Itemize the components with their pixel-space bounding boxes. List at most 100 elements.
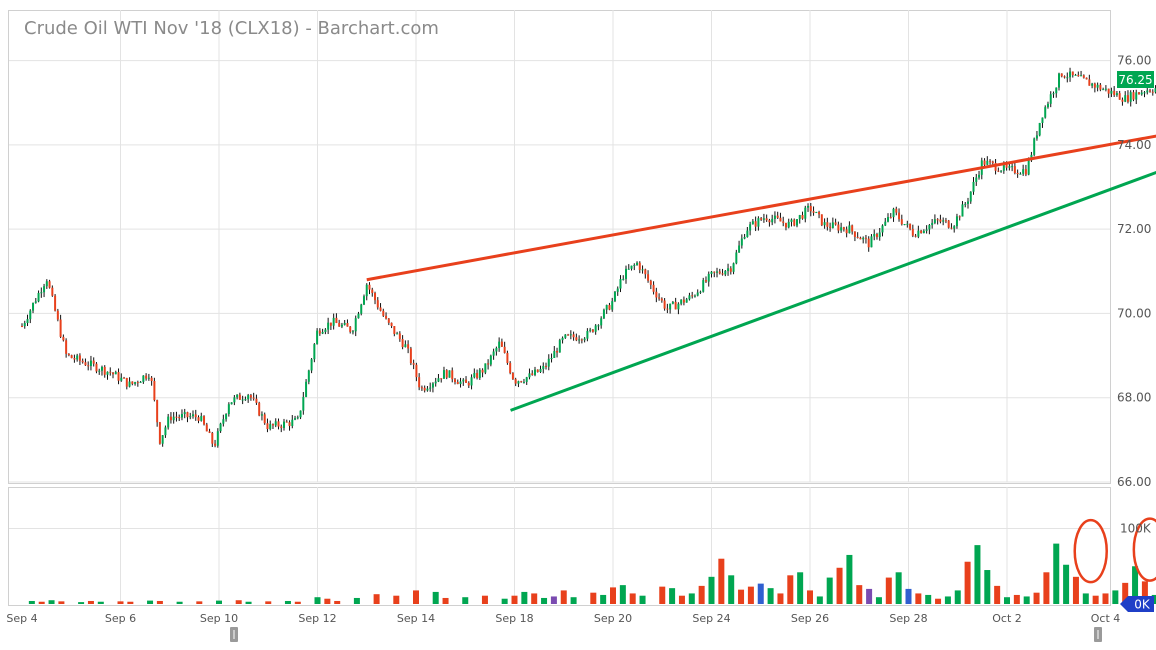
volume-bar [590,592,597,604]
price-y-tick-label: 76.00 [1117,54,1151,68]
price-candle-body [54,295,57,311]
price-candle-body [459,381,462,385]
volume-bar [1013,594,1020,604]
price-candle-body [704,280,707,282]
price-candle-body [98,370,101,372]
volume-bar [531,593,538,604]
x-tick-label: Sep 26 [791,612,829,625]
volume-bar [284,600,291,604]
volume-bar [757,583,764,604]
volume-bar [97,601,104,604]
price-candle-body [56,310,59,320]
price-candle-body [798,215,801,220]
price-candle-body [211,432,214,444]
price-candle-body [222,419,225,424]
price-candle-body [131,381,134,384]
scroll-handle-left[interactable] [230,627,238,642]
volume-bar [245,601,252,604]
price-candle-body [203,416,206,425]
volume-bar [639,595,646,604]
price-candle-body [862,237,865,240]
volume-bar [78,602,85,604]
price-candle-body [43,286,46,293]
volume-bar [866,588,873,604]
price-candle-body [696,292,699,296]
highlight-markers [1073,517,1156,584]
price-candle-body [382,310,385,316]
price-candle-body [569,334,572,336]
price-candle-body [1099,84,1102,90]
price-candle-body [608,305,611,310]
price-candle-body [649,280,652,285]
price-candle-body [754,221,757,227]
price-candle-body [520,381,523,383]
price-candle-body [925,229,928,231]
price-candle-body [647,274,650,281]
price-candle-body [710,271,713,274]
price-y-tick-label: 66.00 [1117,475,1151,489]
price-candle-body [583,338,586,341]
price-candle-body [718,271,721,274]
price-candle-body [387,318,390,323]
price-candle-body [321,331,324,334]
price-candle-body [567,334,570,336]
price-candle-body [746,230,749,238]
volume-highlight-circle [1132,517,1156,582]
price-candle-body [575,337,578,341]
price-candle-body [247,395,250,400]
scroll-handle-right[interactable] [1094,627,1102,642]
price-candle-body [1019,173,1022,175]
volume-bar [797,572,804,604]
price-candle-body [238,394,241,400]
price-candle-body [721,273,724,275]
price-candle-body [920,230,923,234]
price-candle-body [732,263,735,272]
price-candle-body [1044,107,1047,118]
price-candle-body [1074,74,1077,76]
price-candle-body [966,201,969,204]
price-candle-body [393,326,396,334]
price-candle-body [476,372,479,378]
price-candle-body [1066,77,1069,79]
price-candle-body [578,339,581,341]
price-candle-body [845,229,848,234]
price-candle-body [680,299,683,304]
price-candle-body [145,375,148,379]
price-candle-body [1016,173,1019,175]
price-candle-body [191,414,194,417]
price-candle-body [1102,89,1105,91]
price-candle-body [727,268,730,271]
volume-bar [925,594,932,604]
price-candle-body [409,348,412,364]
volume-bar [728,575,735,604]
price-candle-body [175,416,178,418]
price-candle-body [716,271,719,273]
volume-bar [147,600,154,604]
price-candle-body [955,216,958,227]
volume-bar [294,601,301,604]
volume-bar [442,597,449,604]
price-candle-body [773,215,776,219]
price-candle-body [762,218,765,220]
price-candle-body [470,377,473,386]
price-candle-body [795,219,798,226]
price-candle-body [611,301,614,310]
price-candle-body [558,340,561,353]
price-candle-body [1093,83,1096,88]
price-candle-body [390,322,393,327]
volume-bar [521,591,528,604]
price-candle-body [522,381,525,383]
price-candle-body [630,265,633,269]
price-candle-body [489,355,492,365]
price-candle-body [34,301,37,303]
volume-zero-badge-bg [1120,596,1154,612]
price-candle-body [407,344,410,349]
volume-bar [1072,576,1079,604]
price-candle-body [699,291,702,293]
price-candle-body [674,301,677,310]
x-tick-label: Sep 4 [6,612,37,625]
price-candle-body [1008,166,1011,168]
price-candle-body [528,373,531,378]
price-candle-body [782,221,785,223]
price-candle-body [751,221,754,225]
